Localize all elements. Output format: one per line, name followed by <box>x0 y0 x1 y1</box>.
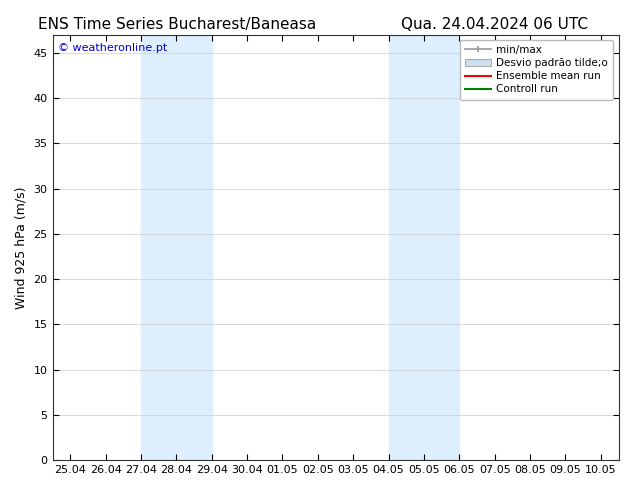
Text: Qua. 24.04.2024 06 UTC: Qua. 24.04.2024 06 UTC <box>401 17 588 32</box>
Text: © weatheronline.pt: © weatheronline.pt <box>58 43 167 53</box>
Bar <box>389 35 460 460</box>
Bar <box>141 35 212 460</box>
Y-axis label: Wind 925 hPa (m/s): Wind 925 hPa (m/s) <box>15 186 28 309</box>
Legend: min/max, Desvio padrão tilde;o, Ensemble mean run, Controll run: min/max, Desvio padrão tilde;o, Ensemble… <box>460 40 613 99</box>
Text: ENS Time Series Bucharest/Baneasa: ENS Time Series Bucharest/Baneasa <box>39 17 316 32</box>
